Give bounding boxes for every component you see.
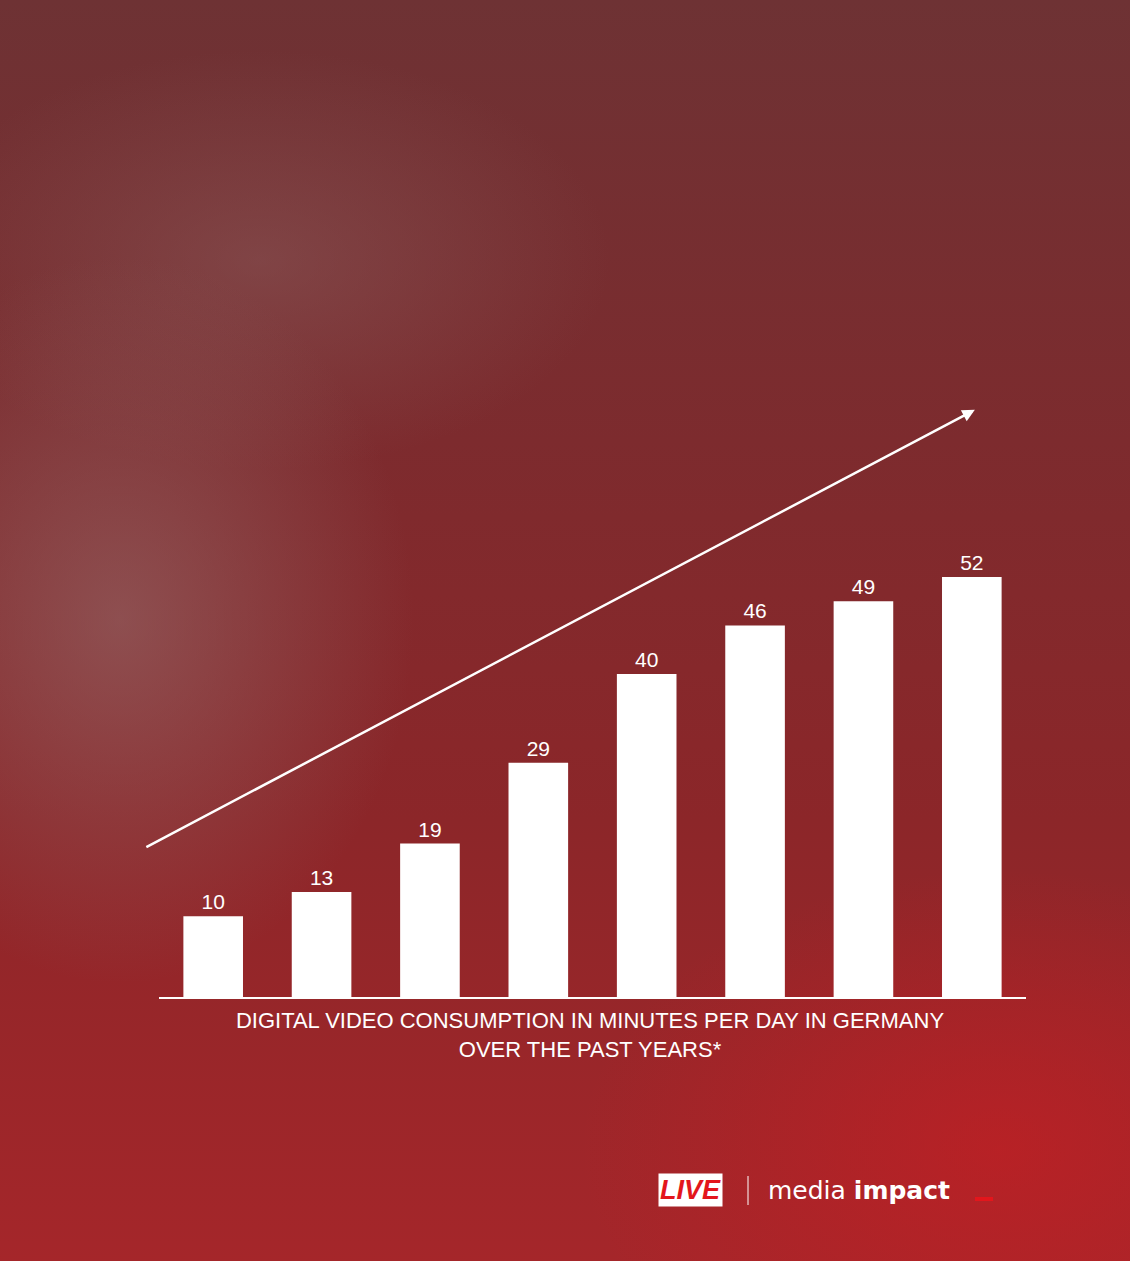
- svg-text:LIVE: LIVE: [660, 1175, 721, 1205]
- svg-text:40: 40: [635, 648, 658, 671]
- svg-text:19: 19: [418, 818, 441, 841]
- svg-text:10: 10: [202, 890, 225, 913]
- svg-text:46: 46: [743, 599, 766, 622]
- svg-text:media impact: media impact: [768, 1176, 950, 1205]
- svg-text:52: 52: [960, 551, 983, 574]
- svg-text:13: 13: [310, 866, 333, 889]
- svg-text:49: 49: [852, 575, 875, 598]
- svg-text:DIGITAL VIDEO CONSUMPTION IN M: DIGITAL VIDEO CONSUMPTION IN MINUTES PER…: [236, 1008, 944, 1062]
- svg-text:29: 29: [527, 737, 550, 760]
